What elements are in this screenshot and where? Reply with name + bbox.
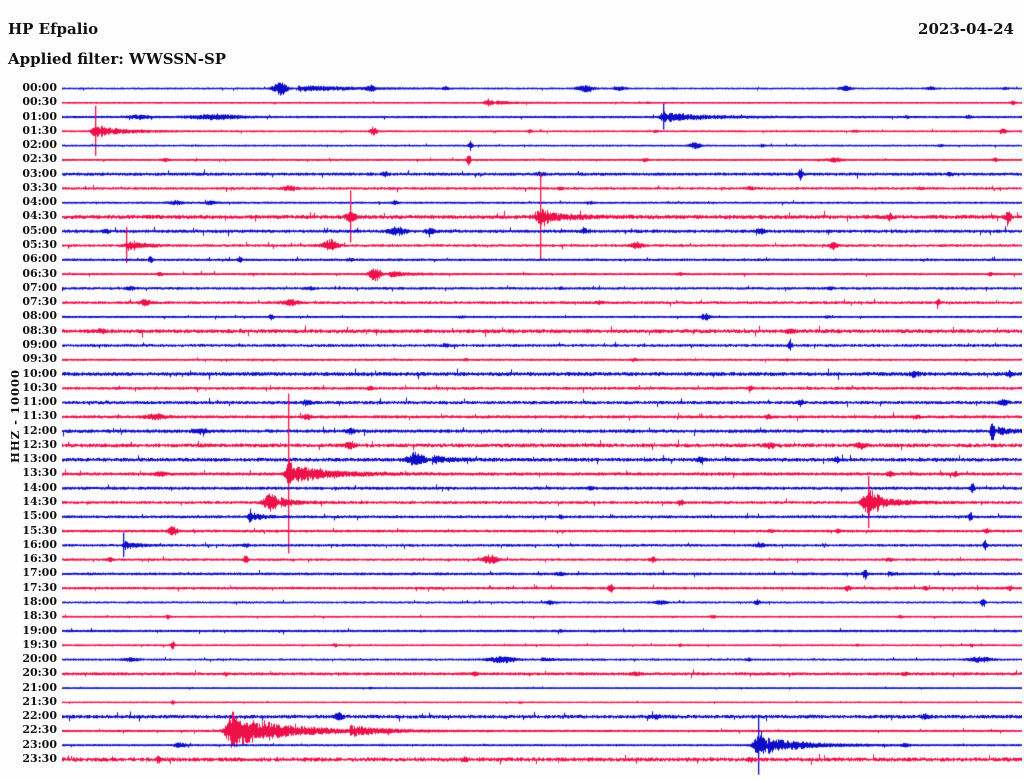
time-tick-label: 18:00 xyxy=(22,594,57,608)
time-tick-label: 05:30 xyxy=(22,238,57,252)
time-tick-label: 14:00 xyxy=(22,480,57,494)
time-tick-label: 21:30 xyxy=(22,694,57,708)
time-tick-label: 05:00 xyxy=(22,223,57,237)
time-tick-label: 06:00 xyxy=(22,252,57,266)
time-tick-label: 12:00 xyxy=(22,423,57,437)
time-tick-label: 00:00 xyxy=(22,81,57,94)
time-tick-label: 07:00 xyxy=(22,280,57,294)
time-tick-label: 09:00 xyxy=(22,337,57,351)
time-tick-label: 13:00 xyxy=(22,452,57,466)
date-label: 2023-04-24 xyxy=(918,20,1014,38)
time-tick-label: 02:30 xyxy=(22,152,57,166)
time-tick-label: 16:30 xyxy=(22,552,57,566)
time-tick-label: 19:30 xyxy=(22,637,57,651)
seismogram-traces xyxy=(62,80,1022,780)
time-tick-label: 18:30 xyxy=(22,609,57,623)
time-tick-label: 04:30 xyxy=(22,209,57,223)
time-tick-label: 03:30 xyxy=(22,180,57,194)
time-tick-label: 23:30 xyxy=(22,752,57,765)
time-tick-label: 02:00 xyxy=(22,138,57,152)
time-tick-label: 06:30 xyxy=(22,266,57,280)
time-tick-label: 11:00 xyxy=(22,395,57,409)
time-tick-label: 17:30 xyxy=(22,580,57,594)
time-tick-label: 20:30 xyxy=(22,666,57,680)
time-tick-label: 22:30 xyxy=(22,723,57,737)
time-tick-label: 09:30 xyxy=(22,352,57,366)
time-tick-label: 12:30 xyxy=(22,437,57,451)
time-tick-label: 10:00 xyxy=(22,366,57,380)
time-tick-label: 15:00 xyxy=(22,509,57,523)
filter-label: Applied filter: WWSSN-SP xyxy=(8,50,227,68)
time-tick-label: 23:00 xyxy=(22,737,57,751)
time-tick-label: 00:30 xyxy=(22,95,57,109)
time-tick-label: 15:30 xyxy=(22,523,57,537)
time-tick-label: 03:00 xyxy=(22,166,57,180)
time-tick-label: 04:00 xyxy=(22,195,57,209)
time-tick-label: 21:00 xyxy=(22,680,57,694)
time-tick-label: 16:00 xyxy=(22,537,57,551)
time-tick-label: 14:30 xyxy=(22,495,57,509)
time-tick-label: 22:00 xyxy=(22,709,57,723)
time-tick-label: 13:30 xyxy=(22,466,57,480)
time-tick-label: 08:30 xyxy=(22,323,57,337)
time-tick-label: 01:30 xyxy=(22,123,57,137)
station-title: HP Efpalio xyxy=(8,20,99,38)
time-tick-label: 10:30 xyxy=(22,380,57,394)
time-tick-label: 17:00 xyxy=(22,566,57,580)
time-tick-label: 08:00 xyxy=(22,309,57,323)
time-tick-label: 07:30 xyxy=(22,295,57,309)
time-tick-label: 19:00 xyxy=(22,623,57,637)
time-tick-label: 20:00 xyxy=(22,652,57,666)
time-tick-label: 01:00 xyxy=(22,109,57,123)
time-tick-label: 11:30 xyxy=(22,409,57,423)
